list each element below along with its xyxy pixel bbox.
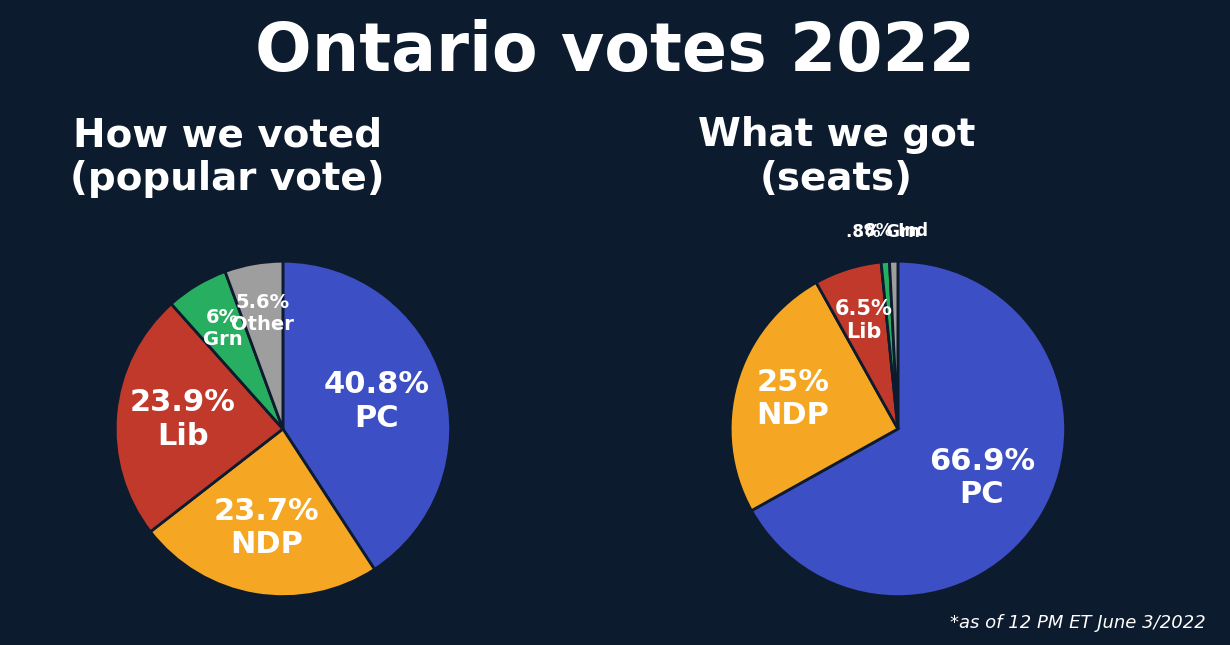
Text: .8% Ind: .8% Ind bbox=[859, 222, 927, 240]
Text: Ontario votes 2022: Ontario votes 2022 bbox=[255, 19, 975, 85]
Text: 23.7%
NDP: 23.7% NDP bbox=[214, 497, 319, 559]
Text: What we got
(seats): What we got (seats) bbox=[697, 116, 975, 198]
Text: 5.6%
Other: 5.6% Other bbox=[231, 293, 294, 334]
Text: 6.5%
Lib: 6.5% Lib bbox=[835, 299, 893, 342]
Wedge shape bbox=[150, 429, 374, 597]
Wedge shape bbox=[116, 304, 283, 531]
Wedge shape bbox=[225, 261, 283, 429]
Wedge shape bbox=[731, 283, 898, 511]
Wedge shape bbox=[752, 261, 1065, 597]
Text: 23.9%
Lib: 23.9% Lib bbox=[129, 388, 236, 451]
Text: 25%
NDP: 25% NDP bbox=[756, 368, 829, 430]
Wedge shape bbox=[171, 272, 283, 429]
Wedge shape bbox=[283, 261, 450, 570]
Text: 6%
Grn: 6% Grn bbox=[203, 308, 242, 349]
Wedge shape bbox=[881, 261, 898, 429]
Text: 66.9%
PC: 66.9% PC bbox=[929, 447, 1034, 510]
Text: *as of 12 PM ET June 3/2022: *as of 12 PM ET June 3/2022 bbox=[950, 614, 1205, 632]
Text: .8% Grn: .8% Grn bbox=[846, 223, 920, 241]
Text: 40.8%
PC: 40.8% PC bbox=[323, 370, 429, 433]
Wedge shape bbox=[817, 262, 898, 429]
Wedge shape bbox=[889, 261, 898, 429]
Text: How we voted
(popular vote): How we voted (popular vote) bbox=[70, 116, 385, 198]
